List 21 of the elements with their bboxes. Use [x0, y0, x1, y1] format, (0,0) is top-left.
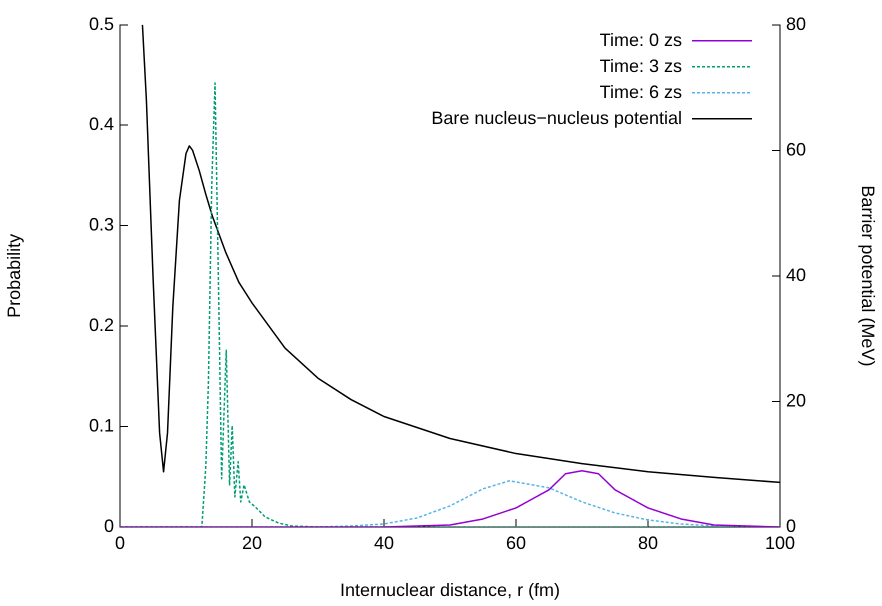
- x-tick-label: 80: [638, 532, 658, 553]
- y2-tick-label: 20: [786, 390, 806, 410]
- y-tick-label: 0.5: [88, 14, 114, 34]
- y2-axis-title: Barrier potential (MeV): [858, 185, 878, 366]
- y-tick-label: 0.3: [88, 214, 114, 235]
- legend-label: Time: 3 zs: [600, 56, 682, 76]
- x-tick-label: 20: [242, 532, 262, 553]
- legend-label: Bare nucleus−nucleus potential: [431, 108, 682, 128]
- legend-label: Time: 6 zs: [600, 82, 682, 102]
- legend-label: Time: 0 zs: [600, 30, 682, 50]
- y2-tick-label: 60: [786, 139, 806, 160]
- x-tick-label: 40: [374, 532, 394, 553]
- y-tick-label: 0.1: [88, 416, 114, 436]
- y2-tick-label: 80: [786, 14, 806, 34]
- x-axis-title: Internuclear distance, r (fm): [340, 580, 560, 600]
- y-tick-label: 0: [104, 516, 114, 536]
- y-tick-label: 0.2: [88, 315, 114, 336]
- y2-tick-label: 40: [786, 264, 806, 285]
- x-tick-label: 60: [506, 532, 526, 553]
- y-axis-title: Probability: [4, 234, 24, 318]
- y-tick-label: 0.4: [88, 114, 114, 134]
